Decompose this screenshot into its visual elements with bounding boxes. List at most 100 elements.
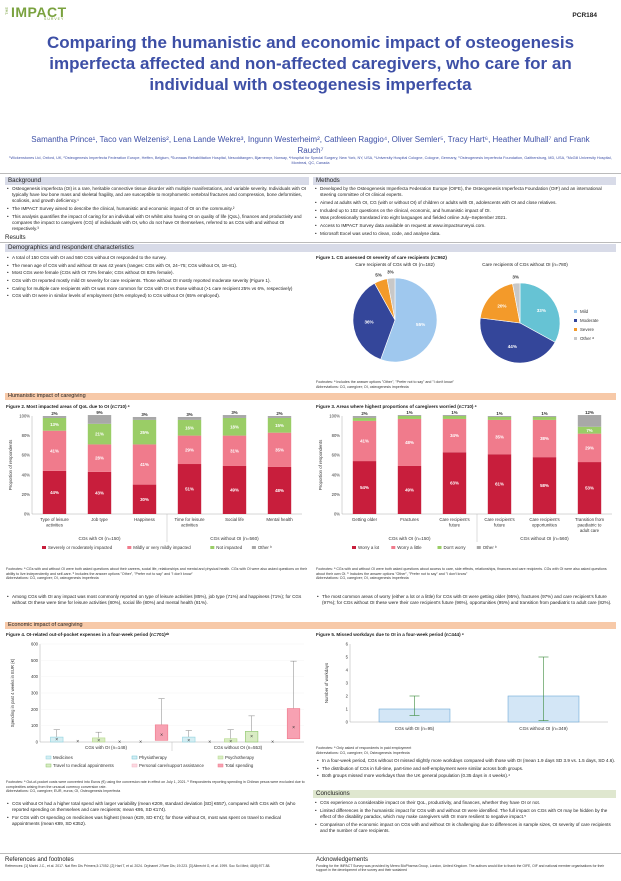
bar-label: 51%	[185, 487, 194, 492]
pie-legend-swatch	[574, 328, 577, 331]
bar-label: 9%	[96, 410, 102, 415]
bar-label: 28%	[95, 456, 104, 461]
box-mean-marker: ×	[229, 739, 232, 745]
bar-segment	[42, 417, 67, 431]
bar-label: 41%	[360, 439, 369, 444]
y-tick-label: 0%	[334, 512, 340, 517]
legend-swatch	[131, 755, 138, 760]
bar-segment	[222, 415, 247, 418]
pie-1-slice-moderate	[352, 282, 396, 360]
bar-label: 38%	[540, 436, 549, 441]
bar-segment	[487, 454, 512, 514]
x-tick-label: Type of leisure activities	[40, 517, 69, 527]
x-tick-label: Mental health	[266, 517, 293, 522]
box-mean-marker: ×	[208, 739, 211, 745]
y-tick-label: 3	[346, 681, 349, 686]
bar-segment	[267, 417, 292, 433]
impact-survey-logo: THE IMPACT SURVEY	[4, 3, 74, 21]
figure-4-footnote: Footnotes: ᵃ Out-of-pocket costs were co…	[6, 780, 305, 794]
legend-label: Worry a little	[397, 545, 422, 550]
bar-label: 35%	[495, 435, 504, 440]
background-item: The IMPACT Survey aimed to describe the …	[6, 206, 308, 212]
legend-label: Not impacted	[216, 545, 242, 550]
bar-label: 61%	[495, 482, 504, 487]
y-tick-label: 500	[31, 658, 39, 663]
bar-label: 2%	[51, 411, 57, 416]
pie-1-slice-label: 36%	[364, 320, 373, 325]
pie-1-slice-mild	[380, 277, 438, 363]
legend-label: Other ᵇ	[258, 545, 272, 550]
bar-label: 58%	[540, 483, 549, 488]
box-mean-marker: ×	[76, 739, 79, 745]
y-tick-label: 5	[346, 655, 349, 660]
y-axis-label: Spending in past 4 weeks in EUR (€)	[10, 658, 15, 727]
legend-swatch	[131, 763, 138, 768]
x-tick-label: Time for leisure activities	[174, 517, 205, 527]
box-mean-marker: ×	[139, 739, 142, 745]
bar-segment	[442, 415, 467, 416]
bar-segment	[487, 419, 512, 455]
group-label: CGs with OI (n=148)	[85, 745, 127, 750]
pie-1-slice-other	[386, 277, 396, 321]
y-tick-label: 100%	[329, 414, 340, 419]
bar-label: 7%	[586, 428, 592, 433]
y-tick-label: 6	[346, 642, 349, 647]
x-tick-label: CGs without OI (n=349)	[519, 726, 568, 731]
y-tick-label: 100%	[19, 414, 30, 419]
economic-heading: Economic impact of caregiving	[5, 622, 616, 629]
bar-label: 15%	[275, 423, 284, 428]
methods-item: Aimed at adults with OI, CG (with or wit…	[314, 200, 615, 206]
bar-label: 2%	[361, 411, 367, 416]
figure-5-bullet: Both groups missed more workdays than th…	[316, 773, 616, 779]
bar-segment	[352, 416, 377, 418]
x-tick-label: Care recipient's future	[439, 517, 470, 527]
bar-label: 3%	[141, 412, 147, 417]
bar-segment	[132, 444, 157, 485]
figure-5-bullet: The distribution of CGs in full-time, pa…	[316, 766, 616, 772]
bar-segment	[267, 416, 292, 418]
bar-label: 2%	[276, 411, 282, 416]
figure-3-title: Figure 3. Areas where highest proportion…	[316, 404, 477, 409]
bar-label: 41%	[50, 448, 59, 453]
bar-segment	[397, 465, 422, 514]
background-heading: Background	[5, 177, 309, 185]
legend-label: Psychotherapy	[225, 755, 255, 760]
bar-segment	[352, 420, 377, 462]
figure-4-title: Figure 4. OI-related out-of-pocket expen…	[6, 632, 170, 637]
x-tick-label: Job type	[91, 517, 108, 522]
pie-2-slice-moderate	[479, 317, 556, 364]
pie-1-slice-label: 3%	[387, 270, 394, 275]
figure-3-footnote: Footnotes: ᵃ CGs with and without OI wer…	[316, 567, 607, 581]
bar-segment	[222, 417, 247, 436]
figure-5-chart: 0 1 2 3 4 5 6 Number of workdays CGs with OI (n=…	[324, 642, 608, 731]
legend-swatch	[45, 763, 52, 768]
box-mean-marker: ×	[118, 739, 121, 745]
y-tick-label: 4	[346, 668, 349, 673]
box-mean-marker: ×	[187, 738, 190, 744]
y-tick-label: 80%	[332, 433, 341, 438]
box-mean-marker: ×	[271, 739, 274, 745]
acknowledgements-text: Funding for the IMPACT Survey was provid…	[316, 864, 605, 873]
methods-item: Included up to 102 questions on the clin…	[314, 208, 615, 214]
y-tick-label: 0%	[24, 512, 30, 517]
bar-segment	[222, 435, 247, 466]
pie-legend-label: Moderate	[580, 318, 599, 323]
legend-label: Worry a lot	[358, 545, 380, 550]
affiliations: ¹Wickenstones Ltd, Oxford, UK, ²Osteogen…	[9, 156, 612, 165]
pie-legend-label: Mild	[580, 309, 589, 314]
bar-segment	[532, 416, 557, 420]
results-divider	[0, 242, 621, 243]
legend-label: Total spending	[225, 763, 254, 768]
x-tick-label: Care recipient's future	[484, 517, 515, 527]
pie-legend-swatch	[574, 337, 577, 340]
pie-2-slice-label: 20%	[497, 304, 506, 309]
box-travel-to-medical-appointments	[245, 731, 259, 743]
pie-2-slice-label: 44%	[508, 344, 517, 349]
bar-label: 63%	[450, 481, 459, 486]
bar-segment	[177, 416, 202, 420]
pie-2-slice-label: 3%	[512, 275, 519, 280]
pie-2-slice-other	[512, 282, 521, 324]
bar-segment	[87, 423, 112, 445]
logo-main: IMPACT	[11, 4, 67, 20]
bar-label: 1%	[406, 410, 412, 415]
